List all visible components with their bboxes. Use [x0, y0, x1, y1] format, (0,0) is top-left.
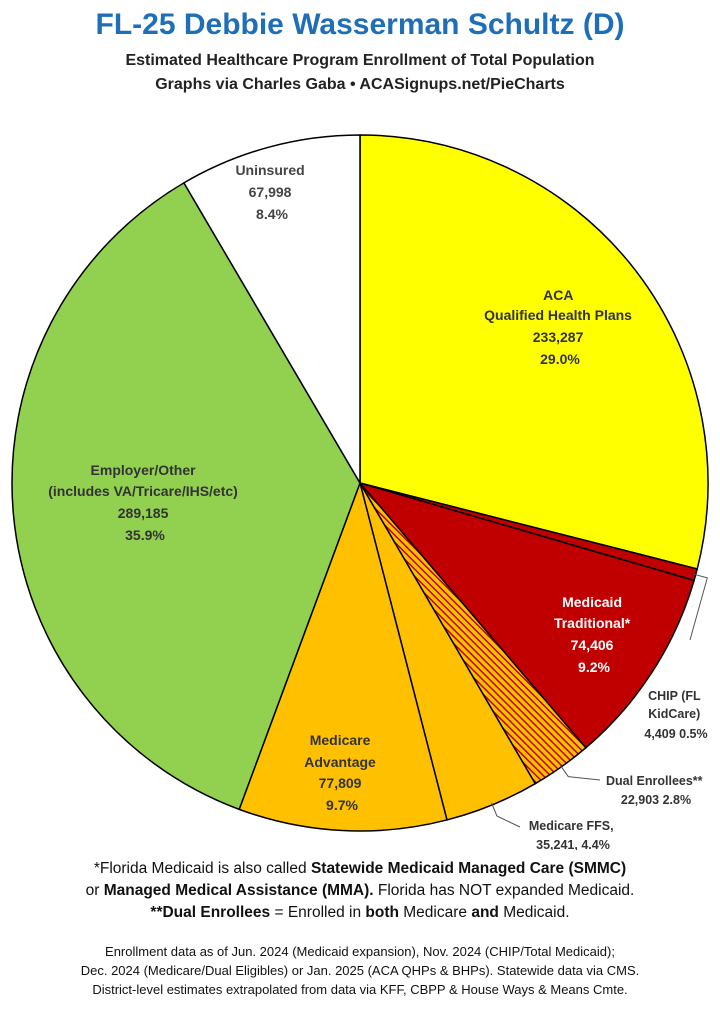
source-line-2: Dec. 2024 (Medicare/Dual Eligibles) or J…	[80, 963, 640, 978]
leader-chip	[689, 573, 708, 641]
label-chip: CHIP (FL KidCare) 4,409 0.5%	[644, 689, 707, 741]
label-dual: Dual Enrollees** 22,903 2.8%	[606, 774, 706, 807]
footnote-dual: **Dual Enrollees = Enrolled in both Medi…	[150, 904, 570, 921]
slice-medicare-advantage	[238, 482, 448, 832]
label-aca: ACA Qualified Health Plans 233,287 29.0%	[484, 287, 636, 367]
leader-medicare-ffs	[491, 802, 521, 828]
label-medicare-advantage: Medicare Advantage 77,809 9.7%	[304, 732, 379, 813]
footnote-medicaid-cont: or Managed Medical Assistance (MMA). Flo…	[85, 882, 635, 899]
source-notes: Enrollment data as of Jun. 2024 (Medicai…	[0, 942, 720, 999]
source-line-3: District-level estimates extrapolated fr…	[92, 982, 628, 997]
chart-subtitle: Estimated Healthcare Program Enrollment …	[125, 52, 595, 69]
source-line-1: Enrollment data as of Jun. 2024 (Medicai…	[105, 944, 615, 959]
label-medicare-ffs: Medicare FFS, 35,241, 4.4%	[529, 819, 617, 850]
label-employer: Employer/Other (includes VA/Tricare/IHS/…	[48, 462, 241, 543]
footnotes: *Florida Medicaid is also called Statewi…	[0, 858, 720, 924]
slice-employer	[11, 182, 361, 811]
label-medicaid: Medicaid Traditional* 74,406 9.2%	[554, 594, 634, 675]
slice-medicaid	[359, 482, 695, 749]
slice-aca	[359, 134, 709, 570]
chart-credit: Graphs via Charles Gaba • ACASignups.net…	[155, 76, 565, 93]
footnote-medicaid: *Florida Medicaid is also called Statewi…	[93, 860, 627, 877]
pie-chart: ACA Qualified Health Plans 233,287 29.0%…	[11, 134, 709, 850]
slice-uninsured	[183, 134, 361, 484]
label-uninsured: Uninsured 67,998 8.4%	[235, 162, 308, 222]
chart-title: FL-25 Debbie Wasserman Schultz (D)	[95, 8, 625, 41]
leader-dual	[559, 764, 601, 781]
